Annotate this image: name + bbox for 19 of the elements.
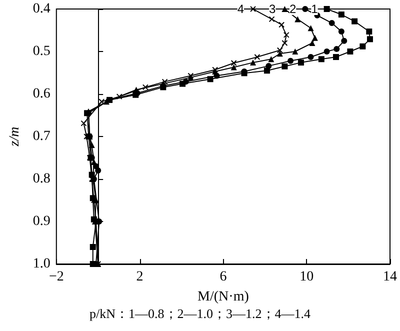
y-tick-label: 0.7 — [32, 129, 50, 144]
y-tick-label: 0.6 — [32, 86, 50, 102]
x-tick-label: 10 — [300, 270, 314, 284]
y-axis-title: z/m — [8, 126, 22, 148]
text: p/kN：1—0.8；2—1.0；3—1.2；4—1.4 — [90, 306, 311, 321]
series-label: 4 — [237, 2, 244, 16]
x-tick-label: 14 — [383, 270, 397, 284]
y-tick-label: 0.5 — [32, 44, 50, 59]
x-tick-label: 6 — [220, 270, 227, 284]
y-tick-label: 0.4 — [32, 2, 50, 16]
y-tick-label: 1.0 — [32, 256, 50, 272]
x-tick-label: −2 — [48, 270, 64, 284]
y-tick-label: 0.9 — [32, 214, 50, 229]
x-tick-label: 2 — [136, 270, 144, 284]
series-label: 2 — [289, 2, 296, 16]
series-label: 1 — [311, 2, 318, 16]
y-tick-label: 0.8 — [32, 172, 50, 186]
series-label: 3 — [269, 2, 276, 16]
x-axis-title: M/(N·m) — [198, 290, 250, 304]
